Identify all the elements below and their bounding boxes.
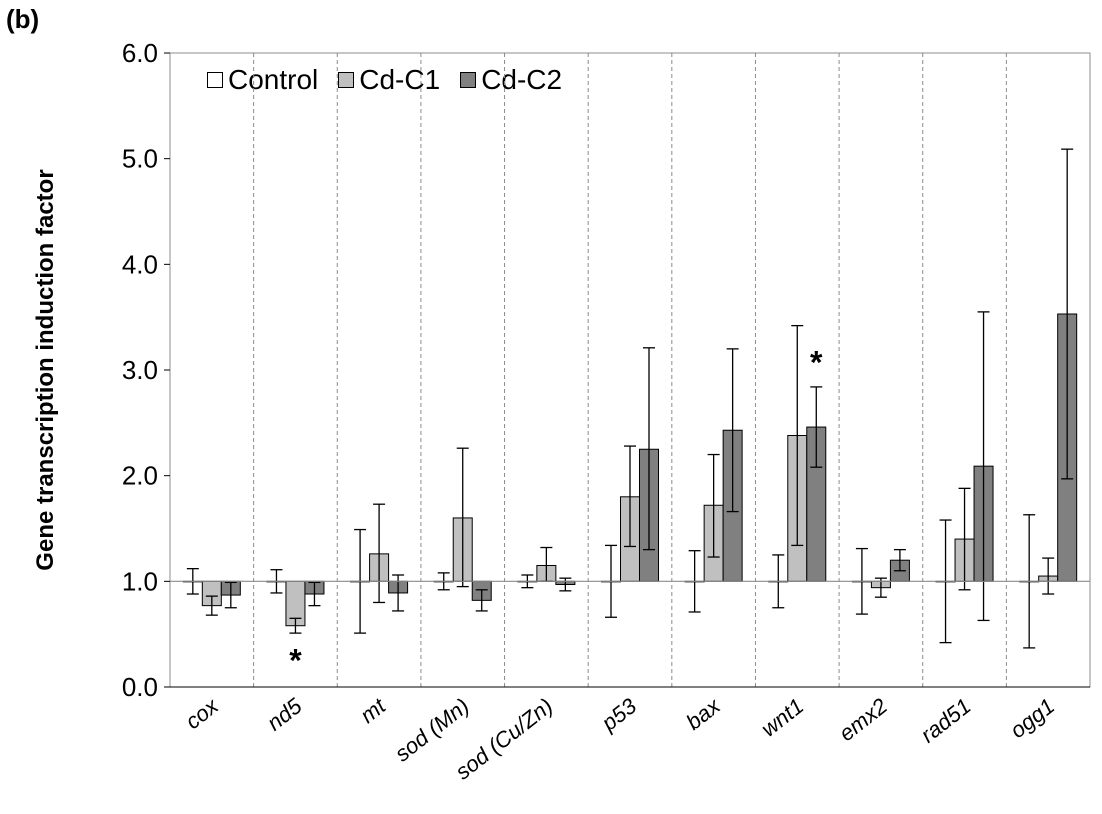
x-tick-label: nd5 (262, 693, 307, 736)
x-tick-label: ogg1 (1005, 693, 1059, 743)
legend-swatch-cd-c1 (338, 72, 355, 88)
significance-marker: * (289, 642, 302, 678)
x-tick-label: cox (181, 693, 224, 734)
legend-label-cd-c2: Cd-C2 (481, 64, 563, 95)
x-tick-label: p53 (596, 693, 642, 736)
x-tick-label: mt (356, 693, 391, 728)
y-tick-label: 4.0 (122, 249, 158, 279)
y-tick-label: 6.0 (122, 38, 158, 68)
y-tick-label: 0.0 (122, 672, 158, 702)
x-tick-label: rad51 (916, 693, 976, 747)
significance-marker: * (810, 344, 823, 380)
y-tick-label: 5.0 (122, 144, 158, 174)
y-tick-label: 2.0 (122, 461, 158, 491)
y-tick-label: 1.0 (122, 566, 158, 596)
x-tick-label: bax (681, 693, 725, 735)
legend-item-cd-c2: Cd-C2 (460, 64, 562, 96)
legend-item-control: Control (207, 64, 318, 96)
legend: Control Cd-C1 Cd-C2 (207, 64, 582, 96)
legend-label-cd-c1: Cd-C1 (359, 64, 441, 95)
x-tick-label: wnt1 (756, 693, 808, 741)
panel-label: (b) (6, 4, 40, 34)
legend-item-cd-c1: Cd-C1 (338, 64, 440, 96)
legend-label-control: Control (228, 64, 319, 95)
legend-swatch-cd-c2 (460, 72, 477, 88)
y-tick-label: 3.0 (122, 355, 158, 385)
x-tick-label: emx2 (834, 693, 892, 746)
legend-swatch-control (207, 72, 223, 88)
